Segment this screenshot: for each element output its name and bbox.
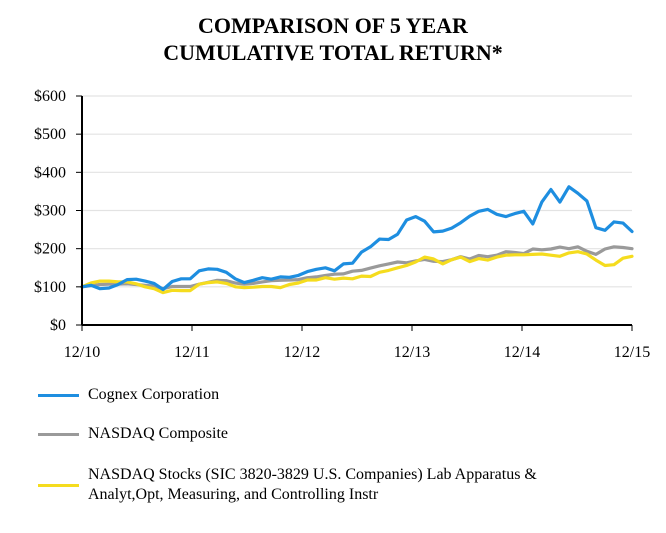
chart-title: COMPARISON OF 5 YEAR CUMULATIVE TOTAL RE…: [0, 12, 666, 66]
legend-item-nasdaq-lab-apparatus: NASDAQ Stocks (SIC 3820-3829 U.S. Compan…: [38, 465, 588, 505]
series-line-nasdaq-composite: [80, 245, 634, 291]
y-axis-ticks: $0 $100 $200 $300 $400 $500 $600: [34, 88, 82, 334]
series-layer: [80, 185, 634, 295]
x-tick-label: 12/15: [614, 344, 650, 361]
legend-label-nasdaq-lab-apparatus: NASDAQ Stocks (SIC 3820-3829 U.S. Compan…: [88, 466, 537, 503]
series-line-nasdaq-lab-apparatus: [80, 250, 634, 295]
y-tick-label: $300: [34, 203, 66, 220]
x-axis-ticks: 12/10 12/11 12/12 12/13 12/14 12/15: [64, 325, 650, 361]
x-tick-label: 12/10: [64, 344, 100, 361]
legend: Cognex Corporation NASDAQ Composite NASD…: [38, 385, 658, 505]
chart-title-line-1: COMPARISON OF 5 YEAR: [198, 13, 468, 38]
legend-item-cognex: Cognex Corporation: [38, 385, 658, 405]
y-tick-label: $200: [34, 241, 66, 258]
legend-swatch-nasdaq-composite: [38, 433, 79, 436]
y-tick-label: $500: [34, 126, 66, 143]
x-tick-label: 12/13: [394, 344, 430, 361]
x-tick-label: 12/14: [504, 344, 540, 361]
y-tick-label: $0: [50, 317, 66, 334]
series-line-cognex: [80, 185, 634, 292]
y-tick-label: $600: [34, 88, 66, 105]
legend-item-nasdaq-composite: NASDAQ Composite: [38, 424, 658, 444]
line-chart: $0$100$200$300$400$500$600 12/10 12/11 12/…: [34, 88, 650, 361]
legend-label-nasdaq-composite: NASDAQ Composite: [88, 425, 229, 442]
x-tick-label: 12/11: [174, 344, 210, 361]
legend-swatch-cognex: [38, 394, 79, 397]
legend-swatch-nasdaq-lab-apparatus: [38, 484, 79, 487]
legend-label-cognex: Cognex Corporation: [88, 386, 220, 403]
y-tick-label: $400: [34, 164, 66, 181]
x-tick-label: 12/12: [284, 344, 320, 361]
y-tick-label: $100: [34, 279, 66, 296]
chart-title-line-2: CUMULATIVE TOTAL RETURN*: [163, 40, 503, 65]
